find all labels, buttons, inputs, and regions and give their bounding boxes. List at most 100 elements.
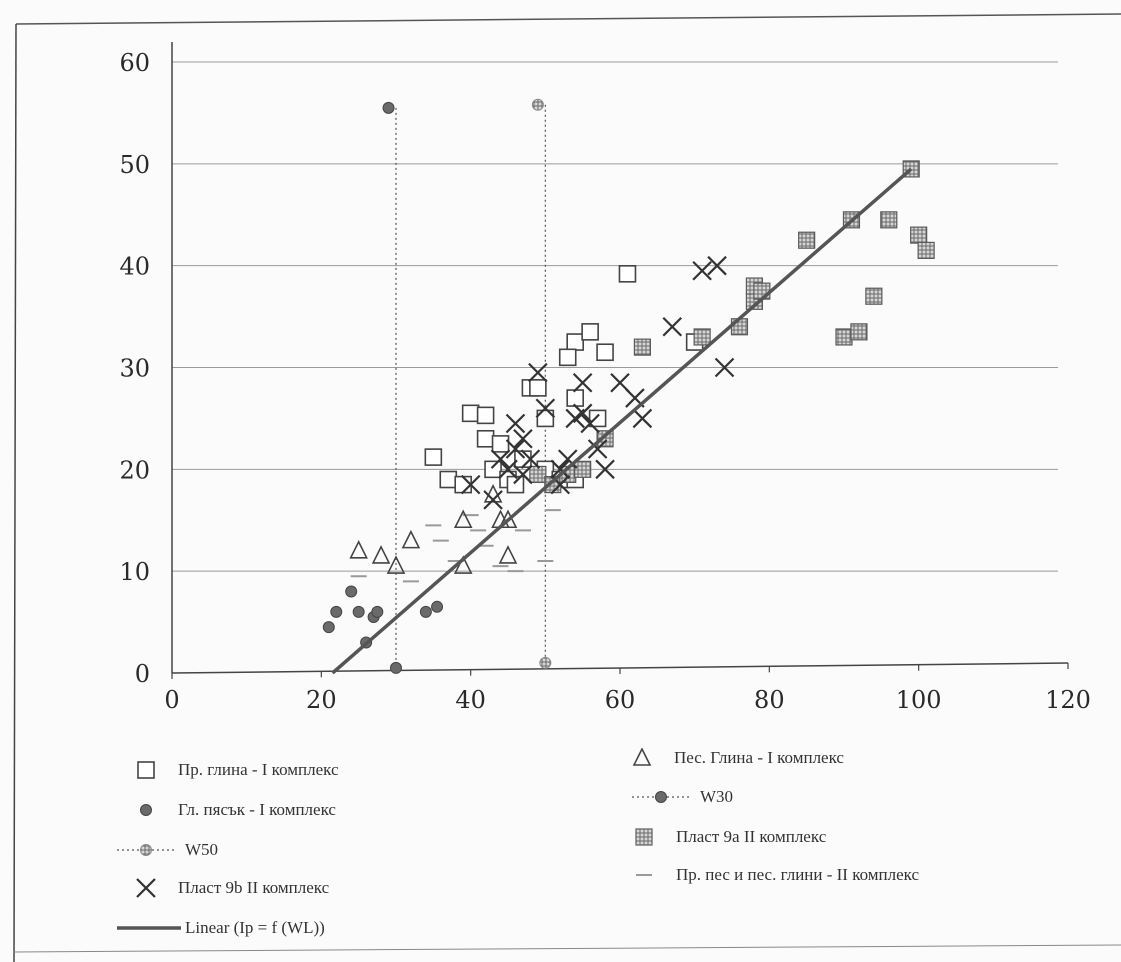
data-point xyxy=(531,98,544,111)
series-гл.-пясък---i-комплекс xyxy=(322,585,444,649)
series-w30 xyxy=(382,101,402,674)
legend-item: Гл. пясък - I комплекс xyxy=(132,800,336,820)
y-tick-label: 20 xyxy=(119,456,150,484)
data-point xyxy=(572,372,593,393)
data-point xyxy=(453,509,473,529)
legend-label: Пласт 9b II комплекс xyxy=(178,878,330,897)
data-point xyxy=(798,231,816,249)
x-tick-label: 60 xyxy=(605,686,636,714)
data-point xyxy=(439,470,458,489)
data-point xyxy=(880,211,898,229)
legend-label: W50 xyxy=(185,840,219,859)
data-point xyxy=(386,555,406,574)
data-point xyxy=(835,328,853,346)
data-point xyxy=(536,409,555,428)
legend-item: Пласт 9b II комплекс xyxy=(132,878,329,898)
data-point xyxy=(610,372,630,393)
data-point xyxy=(352,605,365,618)
data-point xyxy=(498,509,518,529)
series-пр.-глина---i-комплекс xyxy=(424,265,704,494)
legend-marker xyxy=(140,804,152,816)
legend-label: Linear (Ip = f (WL)) xyxy=(185,918,325,937)
data-point xyxy=(596,343,614,362)
legend-marker xyxy=(632,748,652,766)
data-point xyxy=(618,265,637,283)
legend-label: Гл. пясък - I комплекс xyxy=(178,800,336,819)
data-point xyxy=(865,287,883,305)
data-point xyxy=(483,484,503,503)
data-point xyxy=(596,430,614,448)
y-tick-label: 0 xyxy=(135,660,150,688)
data-point xyxy=(707,255,727,276)
data-point xyxy=(587,439,608,459)
legend-symbol-icon xyxy=(630,787,698,807)
frame-bottom xyxy=(13,944,1121,953)
legend-symbol-icon xyxy=(630,827,674,847)
frame-top xyxy=(15,13,1121,25)
data-point xyxy=(595,459,615,480)
y-tick-label: 30 xyxy=(119,355,150,383)
x-tick-label: 100 xyxy=(896,686,942,714)
data-point xyxy=(693,328,711,346)
data-point xyxy=(431,600,444,613)
legend-item: Пр. глина - I комплекс xyxy=(132,760,339,780)
data-point xyxy=(490,449,511,469)
data-point xyxy=(513,429,533,449)
series-пр.-пес-и-пес.-глини---ii-комплекс xyxy=(350,509,561,583)
series-пес.-глина---i-комплекс xyxy=(349,484,518,574)
data-point xyxy=(461,404,480,423)
legend-item: Пласт 9а II комплекс xyxy=(630,827,826,847)
legend-label: W30 xyxy=(700,787,734,806)
frame-left xyxy=(13,23,17,962)
legend-symbol-icon xyxy=(115,840,183,860)
series-w50 xyxy=(531,98,552,669)
data-point xyxy=(535,398,556,419)
y-tick-label: 40 xyxy=(119,253,150,281)
data-point xyxy=(574,460,592,478)
data-point xyxy=(520,449,541,469)
data-point xyxy=(424,448,443,466)
plot-area: 0 10 20 30 40 50 60 0 20 40 60 80 100 120 xyxy=(119,42,1091,714)
data-point xyxy=(382,101,395,114)
legend-item: Пр. пес и пес. глини - II комплекс xyxy=(630,865,919,885)
data-point xyxy=(558,348,577,367)
data-point xyxy=(910,226,928,244)
legend-symbol-icon xyxy=(132,760,176,780)
data-point xyxy=(453,555,473,574)
data-point xyxy=(557,449,578,469)
data-point xyxy=(513,464,533,485)
legend-label: Пр. пес и пес. глини - II комплекс xyxy=(676,865,920,884)
legend-symbol-icon xyxy=(115,918,183,938)
data-point xyxy=(371,545,391,564)
data-point xyxy=(580,413,600,434)
data-point xyxy=(714,357,735,378)
legend-marker xyxy=(655,791,667,803)
x-tick-label: 0 xyxy=(164,686,179,714)
legend-item: W50 xyxy=(115,840,218,860)
data-point xyxy=(514,450,532,468)
data-point xyxy=(371,605,384,618)
trend-line xyxy=(331,167,913,675)
data-point xyxy=(460,474,481,495)
data-point xyxy=(401,529,421,549)
legend-marker xyxy=(635,828,653,846)
legend-label: Пес. Глина - I комплекс xyxy=(674,748,844,767)
data-point xyxy=(566,333,585,351)
x-tick-label: 120 xyxy=(1045,686,1091,714)
data-point xyxy=(550,459,571,480)
data-point xyxy=(505,439,526,459)
data-point xyxy=(491,435,510,453)
data-point xyxy=(483,490,503,510)
data-point xyxy=(529,379,547,397)
legend-label: Пласт 9а II комплекс xyxy=(676,827,827,846)
legend-symbol-icon xyxy=(628,748,672,768)
legend-marker xyxy=(137,761,155,779)
data-point xyxy=(349,540,368,559)
data-point xyxy=(506,475,525,494)
data-point xyxy=(850,323,868,341)
data-point xyxy=(498,545,518,564)
y-tick-label: 60 xyxy=(119,49,150,77)
data-point xyxy=(662,316,683,337)
data-point xyxy=(633,338,652,356)
